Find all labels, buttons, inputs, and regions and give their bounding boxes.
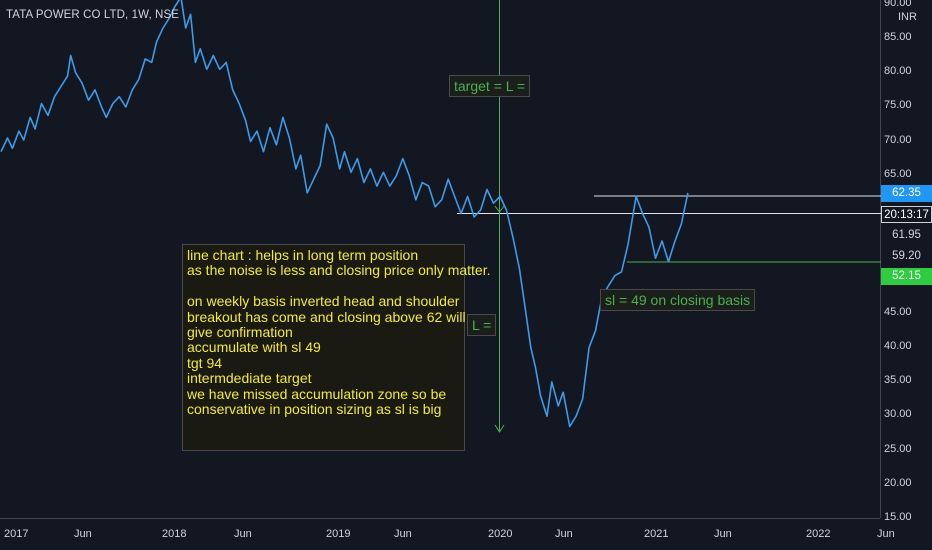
note-line: intermdediate target (187, 370, 312, 387)
arrow-head-bottom (494, 424, 505, 433)
x-tick-label: Jun (74, 528, 92, 540)
stop-level-tag: 52.15 (881, 268, 932, 285)
arrow-head-top (494, 205, 505, 213)
y-tick-label: 85.00 (884, 31, 912, 43)
note-line (187, 279, 460, 294)
level-tag-2: 59.20 (892, 250, 921, 262)
x-tick-label: 2019 (326, 528, 351, 540)
y-tick-label: 40.00 (884, 340, 912, 352)
price-series-line (0, 0, 689, 428)
x-tick-label: 2018 (162, 528, 187, 540)
y-tick-label: 80.00 (884, 65, 912, 77)
y-tick-label: 90.00 (884, 0, 912, 9)
l-label: L = (467, 314, 497, 336)
last-price-tag: 62.35 (881, 185, 932, 202)
x-tick-label: Jun (394, 528, 412, 540)
x-tick-label: 2017 (4, 528, 29, 540)
x-tick-label: 2021 (644, 528, 669, 540)
countdown-tag: 20:13:17 (881, 206, 932, 223)
y-tick-label: 65.00 (884, 168, 912, 180)
currency-label: INR (898, 11, 917, 23)
analysis-note: line chart : helps in long term position… (182, 244, 491, 451)
note-line: give confirmation (187, 324, 293, 341)
y-tick-label: 70.00 (884, 134, 912, 146)
note-line: we have missed accumulation zone so be (187, 385, 447, 402)
note-line: as the noise is less and closing price o… (187, 262, 491, 279)
stop-loss-label: sl = 49 on closing basis (600, 289, 756, 311)
target-label: target = L = (449, 75, 531, 97)
note-line: accumulate with sl 49 (187, 339, 321, 356)
x-tick-label: Jun (714, 528, 732, 540)
note-line: on weekly basis inverted head and should… (187, 293, 460, 310)
x-tick-label: Jun (877, 528, 895, 540)
y-tick-label: 15.00 (884, 511, 912, 523)
x-tick-label: 2020 (488, 528, 513, 540)
y-tick-label: 30.00 (884, 408, 912, 420)
x-tick-label: Jun (555, 528, 573, 540)
note-line: line chart : helps in long term position (187, 247, 419, 263)
x-tick-label: Jun (234, 528, 252, 540)
note-line: conservative in position sizing as sl is… (187, 401, 442, 418)
y-tick-label: 20.00 (884, 477, 912, 489)
note-line: breakout has come and closing above 62 w… (187, 308, 466, 325)
y-tick-label: 75.00 (884, 99, 912, 111)
symbol-title: TATA POWER CO LTD, 1W, NSE (6, 9, 179, 21)
note-line: tgt 94 (187, 354, 223, 371)
y-tick-label: 35.00 (884, 374, 912, 386)
y-tick-label: 25.00 (884, 443, 912, 455)
x-tick-label: 2022 (806, 528, 831, 540)
y-tick-label: 45.00 (884, 306, 912, 318)
level-tag-1: 61.95 (892, 229, 921, 241)
